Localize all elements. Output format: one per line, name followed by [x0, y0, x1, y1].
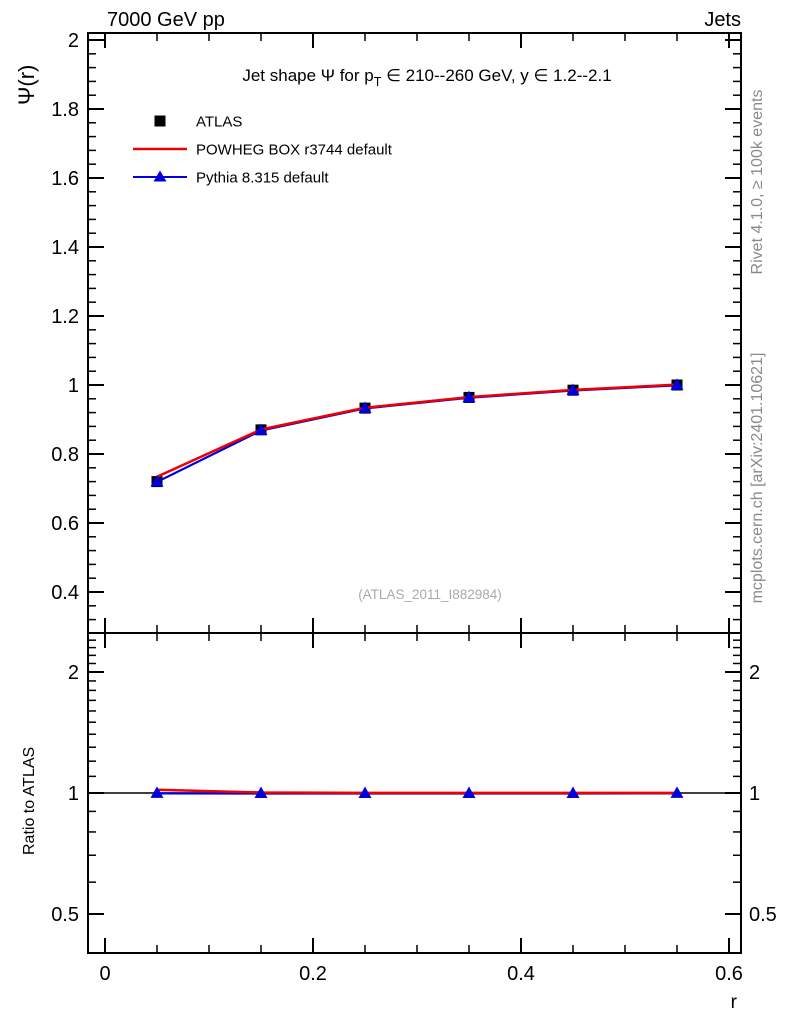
mcplots-arxiv-note: mcplots.cern.ch [arXiv:2401.10621]	[749, 353, 766, 604]
pythia-ratio-marker	[566, 786, 580, 799]
x-tick-label: 0	[99, 963, 110, 985]
pythia-data-marker	[670, 378, 684, 390]
y-tick-label: 1.8	[51, 99, 79, 121]
y-tick-label: 2	[68, 30, 79, 52]
y-axis-title: Ψ(r)	[14, 65, 39, 105]
plot-title: Jet shape Ψ for pT ∈ 210--260 GeV, y ∈ 1…	[242, 66, 611, 89]
y-tick-label: 1.4	[51, 237, 79, 259]
legend: ATLAS POWHEG BOX r3744 default Pythia 8.…	[133, 114, 393, 187]
legend-label-atlas: ATLAS	[196, 114, 242, 131]
ratio-tick-label-right: 2	[749, 662, 760, 684]
powheg-ratio-line	[156, 788, 677, 795]
pythia-line	[156, 384, 678, 483]
pythia-ratio-marker	[150, 786, 164, 798]
plot-title-post: ∈ 210--260 GeV, y ∈ 1.2--2.1	[381, 66, 611, 85]
powheg-line	[156, 383, 678, 478]
chart-generated-layer: 0 0.2 0.4 0.6 0.4 0.6 0.8 1 1.2 1.4 1.6 1.8 2 0.5 0.5 1…	[51, 30, 777, 985]
x-tick-label: 0.2	[299, 963, 327, 985]
analysis-group-title: Jets	[704, 9, 741, 31]
ratio-tick-label-left: 0.5	[51, 904, 79, 926]
pythia-data-marker	[358, 401, 372, 413]
x-tick-label: 0.4	[507, 963, 535, 985]
y-tick-label: 1	[68, 375, 79, 397]
y-tick-label: 1.6	[51, 168, 79, 190]
x-axis-title: r	[731, 992, 738, 1013]
pythia-triangle-marker-icon	[153, 170, 167, 182]
pythia-data-marker	[462, 390, 476, 403]
pythia-ratio-marker	[254, 786, 268, 799]
pythia-ratio-marker	[670, 786, 684, 798]
y-tick-label: 0.4	[51, 582, 79, 604]
legend-label-pythia: Pythia 8.315 default	[196, 170, 329, 187]
ratio-tick-label-left: 2	[68, 662, 79, 684]
pythia-ratio-marker	[462, 786, 476, 799]
ratio-tick-label-right: 0.5	[749, 904, 777, 926]
ratio-y-axis-title: Ratio to ATLAS	[21, 747, 38, 855]
analysis-id-watermark: (ATLAS_2011_I882984)	[358, 587, 502, 602]
atlas-square-marker-icon	[154, 115, 166, 127]
ratio-tick-label-right: 1	[749, 783, 760, 805]
main-panel-frame	[87, 32, 742, 634]
y-tick-label: 1.2	[51, 306, 79, 328]
ratio-tick-label-left: 1	[68, 783, 79, 805]
plot-title-subscript: T	[374, 75, 382, 89]
beam-title: 7000 GeV pp	[107, 9, 225, 31]
pythia-ratio-marker	[358, 786, 372, 799]
rivet-version-note: Rivet 4.1.0, ≥ 100k events	[749, 90, 766, 275]
pythia-data-marker	[566, 383, 580, 396]
y-tick-label: 0.8	[51, 444, 79, 466]
y-tick-label: 0.6	[51, 513, 79, 535]
legend-label-powheg: POWHEG BOX r3744 default	[196, 142, 393, 159]
x-tick-label: 0.6	[715, 963, 743, 985]
plot-title-pre: Jet shape Ψ for p	[242, 66, 373, 85]
pythia-data-marker	[254, 423, 268, 436]
pythia-data-marker	[150, 474, 164, 487]
